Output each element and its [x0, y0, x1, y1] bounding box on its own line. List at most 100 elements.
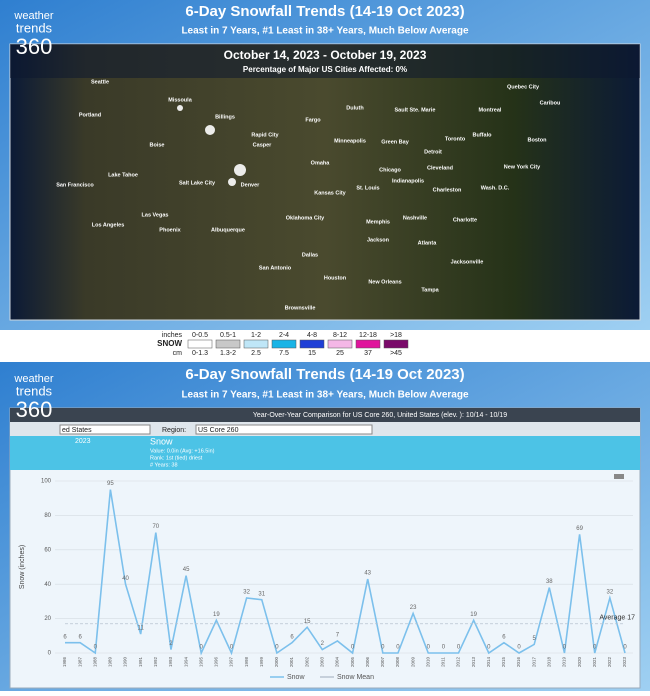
legend-cm: >45: [390, 350, 402, 357]
top-subtitle: Least in 7 Years, #1 Least in 38+ Years,…: [181, 26, 469, 37]
data-label: 11: [138, 626, 145, 632]
legend-cm: 0-1.3: [192, 350, 208, 357]
legend-cm: 37: [364, 350, 372, 357]
x-tick-label: 2020: [577, 656, 582, 667]
logo-text: weather: [13, 10, 53, 22]
data-label: 32: [607, 590, 614, 596]
x-tick-label: 2006: [365, 656, 370, 667]
region-dropdown[interactable]: [195, 424, 373, 435]
x-tick-label: 1991: [138, 656, 143, 667]
map-header-band: [10, 44, 640, 78]
data-label: 0: [94, 645, 98, 651]
info-line: # Years: 38: [150, 462, 178, 468]
legend-inches: 2-4: [279, 332, 289, 339]
data-label: 2: [169, 641, 173, 647]
data-label: 19: [470, 612, 477, 618]
city-label: Rapid City: [251, 132, 279, 138]
data-label: 0: [442, 645, 446, 651]
x-tick-label: 2022: [607, 656, 612, 667]
y-tick-label: 20: [44, 616, 51, 622]
data-label: 0: [381, 645, 385, 651]
x-tick-label: 2018: [547, 656, 552, 667]
logo-text: trends: [16, 383, 53, 398]
city-label: Caribou: [540, 100, 561, 106]
data-label: 19: [213, 612, 220, 618]
x-tick-label: 2005: [350, 656, 355, 667]
city-label: Jackson: [367, 237, 390, 243]
city-label: Casper: [253, 142, 273, 148]
city-label: Chicago: [379, 167, 401, 173]
x-tick-label: 2011: [441, 657, 446, 667]
legend-label: inches: [162, 332, 183, 339]
city-label: Portland: [79, 112, 101, 118]
x-tick-label: 2009: [410, 656, 415, 667]
x-tick-label: 1988: [92, 656, 97, 667]
city-label: Nashville: [403, 215, 427, 221]
data-label: 0: [427, 645, 431, 651]
data-label: 6: [502, 634, 506, 640]
region-select[interactable]: US Core 260: [198, 427, 239, 434]
city-label: Charleston: [433, 187, 462, 193]
x-tick-label: 2016: [516, 656, 521, 667]
y-tick-label: 40: [44, 582, 51, 588]
city-label: Buffalo: [473, 132, 493, 138]
menu-button[interactable]: [614, 474, 624, 479]
data-label: 0: [457, 645, 461, 651]
x-tick-label: 1986: [62, 656, 67, 667]
data-label: 7: [336, 633, 340, 639]
city-label: Seattle: [91, 79, 109, 85]
top-title: 6-Day Snowfall Trends (14-19 Oct 2023): [185, 3, 464, 20]
country-select[interactable]: ed States: [62, 427, 92, 434]
data-label: 0: [623, 645, 627, 651]
x-tick-label: 2017: [531, 656, 536, 667]
bottom-title: 6-Day Snowfall Trends (14-19 Oct 2023): [185, 366, 464, 383]
city-label: Dallas: [302, 252, 318, 258]
data-label: 0: [487, 645, 491, 651]
legend-inches: 0-0.5: [192, 332, 208, 339]
data-label: 5: [533, 636, 537, 642]
logo-text: weather: [13, 373, 53, 385]
legend-cm: 25: [336, 350, 344, 357]
city-label: St. Louis: [356, 185, 379, 191]
city-label: Tampa: [421, 287, 439, 293]
legend-swatch: [187, 339, 213, 349]
data-label: 6: [63, 634, 67, 640]
mean-label: Average 17: [599, 615, 635, 622]
legend-inches: 4-8: [307, 332, 317, 339]
map-subheading: Percentage of Major US Cities Affected: …: [243, 65, 407, 74]
legend-swatch: [355, 339, 381, 349]
info-year: 2023: [75, 438, 91, 445]
x-tick-label: 1999: [259, 656, 264, 667]
country-dropdown[interactable]: [59, 424, 151, 435]
data-label: 23: [410, 605, 417, 611]
x-tick-label: 1987: [77, 656, 82, 667]
data-label: 0: [593, 645, 597, 651]
x-tick-label: 2019: [562, 656, 567, 667]
data-label: 0: [200, 645, 204, 651]
region-label: Region:: [162, 427, 186, 434]
x-tick-label: 1992: [153, 656, 158, 667]
info-box: [10, 436, 640, 470]
bottom-subtitle: Least in 7 Years, #1 Least in 38+ Years,…: [181, 390, 469, 401]
city-label: Indianapolis: [392, 178, 424, 184]
city-label: San Francisco: [56, 182, 94, 188]
logo-text: trends: [16, 20, 53, 35]
city-label: Denver: [241, 182, 261, 188]
city-label: Charlotte: [453, 217, 477, 223]
data-label: 0: [230, 645, 234, 651]
y-axis-label: Snow (inches): [19, 545, 26, 589]
chart-header: Year-Over-Year Comparison for US Core 26…: [253, 412, 507, 419]
legend-inches: 8-12: [333, 332, 347, 339]
city-label: Atlanta: [418, 240, 438, 246]
data-label: 2: [321, 641, 325, 647]
city-label: Brownsville: [285, 305, 316, 311]
y-tick-label: 80: [44, 513, 51, 519]
city-label: Missoula: [168, 97, 192, 103]
map: [9, 43, 641, 321]
x-tick-label: 2013: [471, 656, 476, 667]
x-tick-label: 2010: [425, 656, 430, 667]
data-label: 0: [396, 645, 400, 651]
city-label: Montreal: [479, 107, 502, 113]
data-label: 31: [258, 591, 265, 597]
